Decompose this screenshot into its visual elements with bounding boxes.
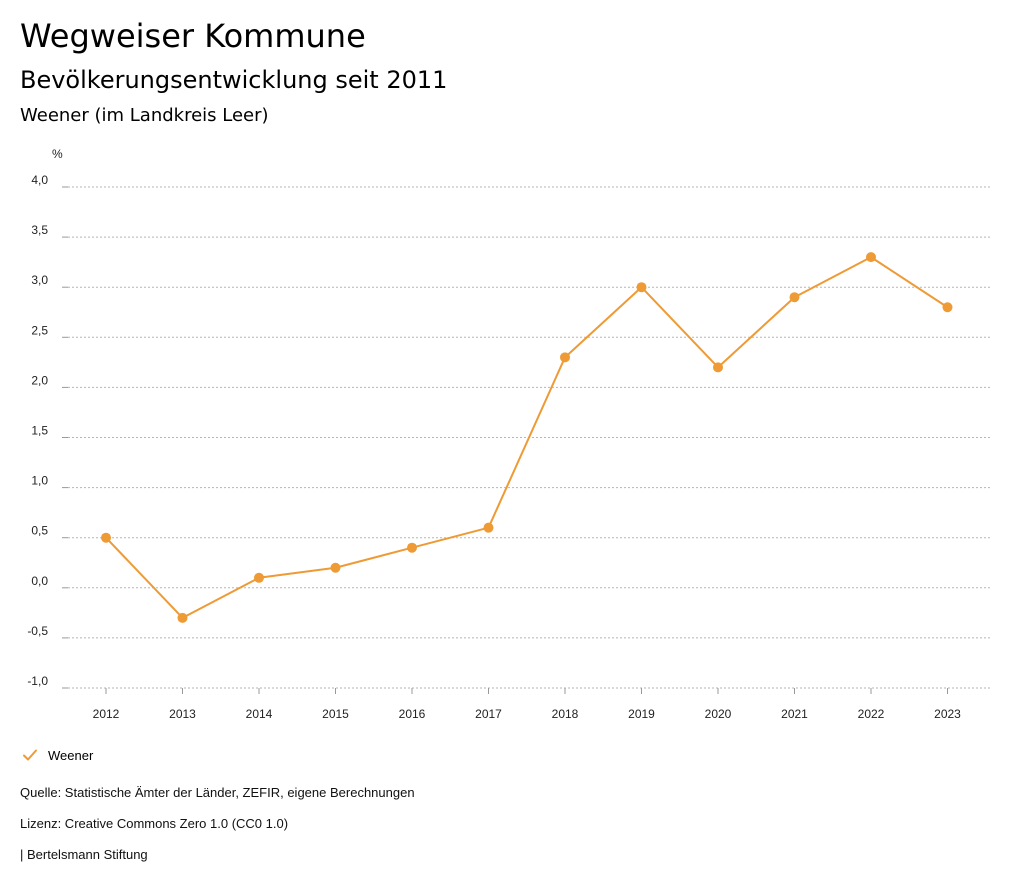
y-axis-unit: % <box>52 147 63 161</box>
x-tick-label: 2021 <box>781 707 808 720</box>
data-point[interactable] <box>789 292 800 303</box>
data-point[interactable] <box>560 352 570 363</box>
license-note: Lizenz: Creative Commons Zero 1.0 (CC0 1… <box>20 816 289 831</box>
y-tick-label: 4,0 <box>31 173 48 187</box>
page-title: Wegweiser Kommune <box>20 17 366 55</box>
x-tick-label: 2019 <box>628 707 655 720</box>
y-tick-label: 0,5 <box>31 524 48 538</box>
data-point[interactable] <box>713 362 723 373</box>
y-tick-label: 0,0 <box>31 574 48 588</box>
x-tick-label: 2018 <box>552 707 579 720</box>
data-point[interactable] <box>483 522 494 533</box>
data-point[interactable] <box>866 252 876 263</box>
x-tick-label: 2022 <box>858 707 885 720</box>
data-point[interactable] <box>254 572 264 583</box>
y-tick-label: -1,0 <box>27 674 48 688</box>
legend-label: Weener <box>48 747 94 763</box>
data-point[interactable] <box>407 542 417 553</box>
y-tick-label: -0,5 <box>27 624 48 638</box>
x-tick-label: 2016 <box>399 707 426 720</box>
line-chart: % 4,0 3,5 3,0 2,5 2,0 1,5 1,0 0,5 0,0 -0,5 -1,0 20… <box>27 147 990 720</box>
publisher-note: | Bertelsmann Stiftung <box>20 847 148 862</box>
series-weener <box>101 252 953 623</box>
data-point[interactable] <box>101 532 111 543</box>
series-line <box>105 256 949 619</box>
region-label: Weener (im Landkreis Leer) <box>20 105 269 126</box>
data-point[interactable] <box>942 302 953 313</box>
data-point[interactable] <box>177 612 188 623</box>
x-tick-label: 2015 <box>322 707 349 720</box>
y-tick-label: 1,5 <box>31 424 48 438</box>
x-tick-label: 2023 <box>934 707 961 720</box>
data-point[interactable] <box>330 562 341 573</box>
y-tick-label: 1,0 <box>31 474 48 488</box>
x-tick-label: 2014 <box>246 707 273 720</box>
data-point[interactable] <box>636 282 647 293</box>
x-tick-label: 2017 <box>475 707 502 720</box>
y-tick-label: 3,5 <box>31 223 48 237</box>
source-note: Quelle: Statistische Ämter der Länder, Z… <box>20 785 415 800</box>
chart-subtitle: Bevölkerungsentwicklung seit 2011 <box>20 66 448 94</box>
legend-item-weener[interactable]: Weener <box>22 744 93 766</box>
y-tick-label: 3,0 <box>31 273 48 287</box>
y-tick-label: 2,0 <box>31 373 48 387</box>
y-axis-ticks: 4,0 3,5 3,0 2,5 2,0 1,5 1,0 0,5 0,0 -0,5 -1,0 <box>27 173 68 689</box>
x-axis-ticks: 2012 2013 2014 2015 2016 2017 2018 2019 2020 2021… <box>93 688 961 720</box>
x-tick-label: 2013 <box>169 707 196 720</box>
x-tick-label: 2020 <box>705 707 732 720</box>
x-tick-label: 2012 <box>93 707 120 720</box>
y-tick-label: 2,5 <box>31 323 48 337</box>
check-icon <box>23 749 37 761</box>
